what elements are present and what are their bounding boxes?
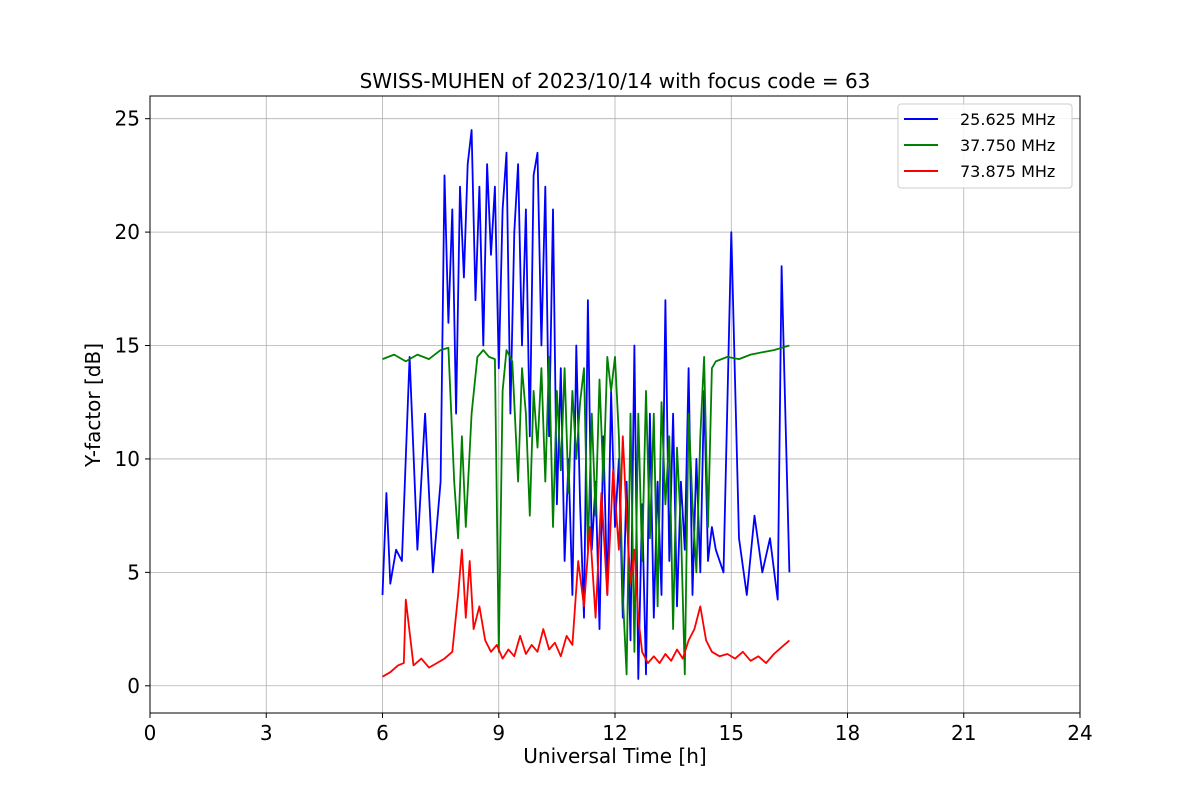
legend-label: 37.750 MHz xyxy=(960,136,1055,155)
x-tick-label: 21 xyxy=(951,721,976,745)
legend-label: 73.875 MHz xyxy=(960,162,1055,181)
x-tick-label: 0 xyxy=(144,721,157,745)
y-axis-title: Y-factor [dB] xyxy=(81,343,105,468)
x-tick-label: 15 xyxy=(719,721,744,745)
series-line-3 xyxy=(382,435,790,678)
legend-box xyxy=(897,103,1073,189)
x-tick-label: 18 xyxy=(835,721,860,745)
y-tick-label: 20 xyxy=(115,220,140,244)
chart-title: SWISS-MUHEN of 2023/10/14 with focus cod… xyxy=(360,69,871,93)
x-axis: 0 3 6 9 12 15 18 21 24 xyxy=(144,713,1093,745)
x-tick-label: 3 xyxy=(260,721,273,745)
x-tick-label: 9 xyxy=(492,721,505,745)
y-axis: 0 5 10 15 20 25 xyxy=(115,107,150,698)
y-tick-label: 10 xyxy=(115,447,140,471)
y-tick-label: 5 xyxy=(127,560,140,584)
x-tick-label: 12 xyxy=(602,721,627,745)
y-tick-label: 25 xyxy=(115,107,140,131)
y-tick-label: 0 xyxy=(127,674,140,698)
x-axis-title: Universal Time [h] xyxy=(523,744,706,768)
series-line-2 xyxy=(382,344,790,676)
series-layer xyxy=(381,129,791,680)
y-tick-label: 15 xyxy=(115,334,140,358)
series-line-1 xyxy=(381,129,791,680)
x-tick-label: 6 xyxy=(376,721,389,745)
legend: 25.625 MHz 37.750 MHz 73.875 MHz xyxy=(897,103,1073,189)
x-tick-label: 24 xyxy=(1067,721,1092,745)
legend-label: 25.625 MHz xyxy=(960,110,1055,129)
